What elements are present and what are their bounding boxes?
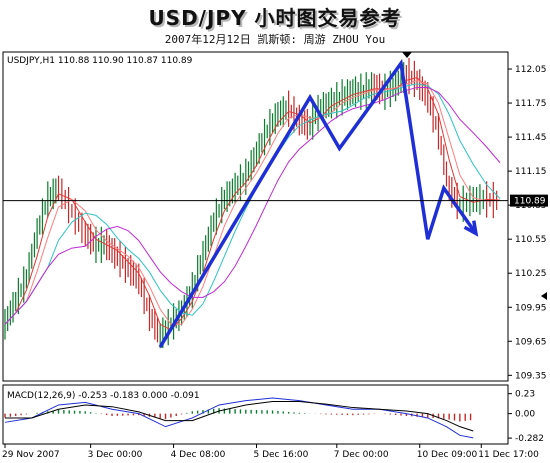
macd-y-tick-label: -0.282 xyxy=(515,434,544,444)
price-y-axis: 112.05111.75111.45111.15110.85110.55110.… xyxy=(508,65,547,381)
macd-label: MACD(12,26,9) -0.253 -0.183 0.000 -0.091 xyxy=(7,391,200,401)
ma-fast-line xyxy=(4,76,501,331)
x-tick-label: 4 Dec 08:00 xyxy=(171,450,226,460)
current-price-label: 110.89 xyxy=(514,197,546,207)
trend-zigzag-line xyxy=(158,58,478,348)
macd-signal-line xyxy=(5,400,474,432)
x-tick-label: 11 Dec 17:00 xyxy=(478,450,539,460)
y-tick-label: 109.95 xyxy=(515,303,547,313)
y-tick-label: 110.55 xyxy=(515,235,547,245)
ma-long-line xyxy=(4,86,501,325)
current-price-group: 110.89 xyxy=(3,194,548,207)
y-tick-label: 111.15 xyxy=(515,167,547,177)
x-tick-label: 29 Nov 2007 xyxy=(2,450,60,460)
y-tick-label: 111.45 xyxy=(515,133,547,143)
x-tick-label: 7 Dec 00:00 xyxy=(334,450,389,460)
macd-y-tick-label: 0.23 xyxy=(515,390,535,400)
y-tick-label: 109.35 xyxy=(515,371,547,381)
x-tick-label: 3 Dec 00:00 xyxy=(88,450,143,460)
shift-marker-icon xyxy=(541,292,547,300)
x-tick-label: 10 Dec 09:00 xyxy=(417,450,478,460)
macd-pane xyxy=(2,384,509,445)
y-tick-label: 109.65 xyxy=(515,337,547,347)
chart-title: USD/JPY 小时图交易参考 xyxy=(148,6,402,30)
scroll-marker-icon xyxy=(402,52,412,58)
y-tick-label: 112.05 xyxy=(515,65,547,75)
chart-subtitle: 2007年12月12日 凯斯顿: 周游 ZHOU You xyxy=(164,33,386,46)
y-tick-label: 111.75 xyxy=(515,99,547,109)
macd-y-tick-label: 0.00 xyxy=(515,410,535,420)
macd-line xyxy=(4,397,474,439)
current-price-tag xyxy=(510,194,548,207)
macd-series-group: 0.23 0.00 -0.282 xyxy=(4,390,544,444)
trend-arrowhead xyxy=(463,220,479,237)
trend-line-group xyxy=(158,58,479,348)
ma-mid-line xyxy=(4,79,501,325)
symbol-ohlc-label: USDJPY,H1 110.88 110.90 110.87 110.89 xyxy=(7,56,193,66)
chart-markers xyxy=(402,52,547,300)
time-x-axis: 29 Nov 2007 3 Dec 00:00 4 Dec 08:00 5 Dec 1… xyxy=(2,444,539,460)
x-tick-label: 5 Dec 16:00 xyxy=(254,450,309,460)
y-tick-label: 110.25 xyxy=(515,269,547,279)
